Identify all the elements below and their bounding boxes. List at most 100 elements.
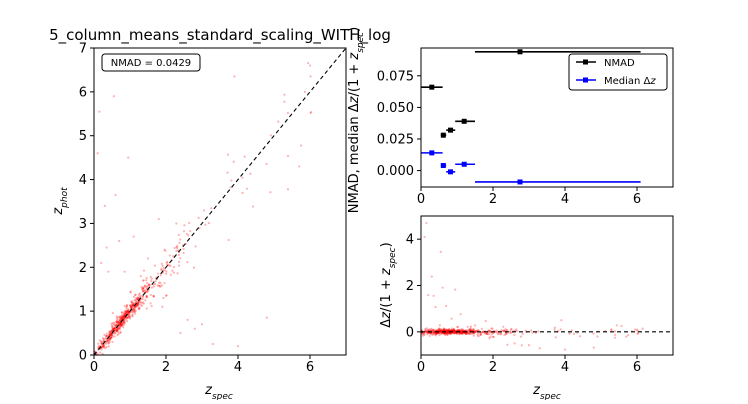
residual-point — [446, 330, 449, 333]
scatter-point — [108, 340, 111, 344]
scatter-point — [162, 296, 165, 300]
scatter-point — [132, 235, 135, 238]
residual-point — [613, 333, 617, 337]
residual-point — [457, 329, 460, 332]
residual-point — [487, 333, 491, 336]
residual-point — [445, 330, 448, 333]
scatter-point — [124, 312, 127, 315]
scatter-point — [128, 315, 131, 319]
scatter-point — [286, 188, 290, 191]
residual-point — [530, 329, 533, 332]
scatter-point — [145, 285, 149, 288]
scatter-point — [117, 327, 121, 330]
residual-point — [445, 328, 448, 331]
scatter-point — [131, 304, 134, 307]
scatter-point — [112, 327, 115, 331]
residual-point — [460, 331, 463, 334]
residual-point — [461, 332, 464, 335]
residual-point — [439, 328, 443, 331]
scatter-point — [118, 319, 122, 322]
scatter-point — [113, 330, 116, 334]
scatter-point — [132, 303, 135, 307]
residual-point — [422, 332, 425, 335]
residual-point — [454, 331, 457, 335]
scatter-point — [122, 315, 126, 319]
scatter-point — [189, 230, 192, 233]
scatter-point — [131, 302, 134, 305]
scatter-point — [135, 304, 139, 307]
residual-point — [433, 330, 436, 334]
residual-point — [472, 331, 475, 335]
residual-point — [502, 330, 505, 333]
scatter-point — [113, 327, 116, 330]
residual-point — [443, 328, 446, 331]
scatter-point — [152, 295, 155, 298]
residual-point — [438, 328, 441, 332]
residual-point — [495, 329, 498, 332]
scatter-point — [124, 311, 128, 314]
scatter-point — [269, 134, 273, 137]
residual-point — [506, 332, 509, 335]
scatter-point — [269, 191, 272, 194]
scatter-point — [106, 339, 109, 342]
residual-point — [461, 330, 464, 333]
residual-point — [610, 328, 613, 331]
scatter-point — [132, 306, 136, 309]
residual-point — [456, 329, 459, 332]
residual-point — [443, 329, 446, 332]
scatter-point — [134, 293, 137, 296]
scatter-point — [120, 323, 123, 326]
main-scatter-frame — [93, 47, 347, 356]
scatter-point — [121, 314, 125, 317]
residual-point — [553, 326, 557, 329]
scatter-point — [118, 328, 121, 331]
residual-point — [452, 329, 456, 333]
residual-point — [484, 319, 487, 323]
residual-point — [506, 343, 509, 346]
residual-point — [425, 327, 428, 330]
scatter-point — [172, 255, 175, 258]
residual-point — [452, 328, 456, 331]
scatter-point — [197, 216, 200, 219]
binned-x-tick-label: 2 — [489, 192, 497, 207]
residual-point — [479, 333, 482, 336]
scatter-point — [127, 156, 130, 159]
scatter-point — [127, 311, 130, 314]
residual-point — [432, 330, 435, 333]
scatter-point — [134, 309, 137, 312]
residual-point — [449, 333, 452, 336]
scatter-point — [168, 264, 171, 267]
scatter-point — [166, 260, 169, 263]
residual-point — [431, 333, 434, 336]
scatter-point — [122, 316, 125, 319]
scatter-point — [122, 315, 126, 318]
residual-point — [509, 331, 512, 335]
scatter-point — [185, 232, 188, 235]
residual-point — [424, 329, 428, 332]
scatter-point — [169, 273, 173, 276]
scatter-point — [164, 249, 167, 252]
residual-point — [596, 335, 599, 338]
scatter-point — [169, 264, 172, 268]
scatter-point — [133, 294, 137, 297]
scatter-point — [111, 328, 114, 331]
residual-point — [421, 332, 424, 335]
scatter-point — [300, 144, 303, 147]
scatter-point — [102, 344, 105, 347]
residual-point — [456, 325, 459, 328]
residual-point — [578, 335, 582, 338]
scatter-point — [175, 249, 178, 252]
residual-y-label: Δz/(1 + zspec) — [379, 242, 398, 327]
scatter-point — [148, 283, 151, 286]
scatter-point — [113, 321, 116, 324]
scatter-point — [133, 299, 136, 302]
residual-point — [448, 331, 451, 335]
scatter-point — [120, 316, 123, 320]
scatter-point — [109, 336, 112, 339]
residual-point — [461, 332, 464, 336]
scatter-point — [119, 319, 122, 322]
residual-point — [634, 328, 637, 331]
scatter-point — [128, 304, 132, 307]
residual-point — [439, 330, 442, 333]
scatter-point — [186, 261, 189, 264]
